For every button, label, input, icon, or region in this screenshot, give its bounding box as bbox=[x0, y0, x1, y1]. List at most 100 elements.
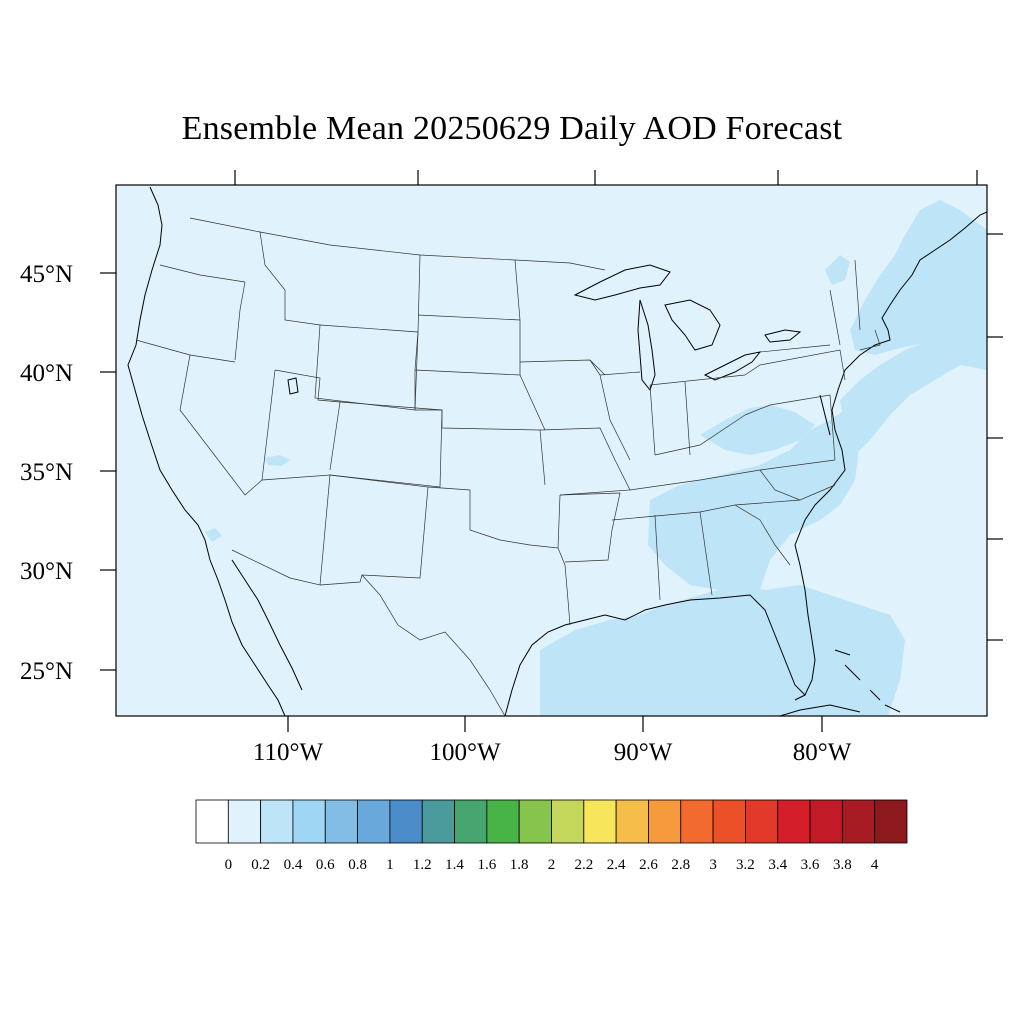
indiana-ohio-border bbox=[649, 374, 746, 456]
colorbar-label-8: 1.6 bbox=[477, 857, 496, 873]
new-mexico-border bbox=[319, 474, 429, 586]
aod-contour-layer bbox=[205, 200, 987, 716]
colorbar-box-4 bbox=[324, 799, 358, 844]
new-england-borders bbox=[829, 259, 881, 351]
montana-dakotas-border bbox=[414, 254, 521, 376]
aod-region-southwest-small bbox=[205, 528, 222, 542]
great-lakes-michigan bbox=[637, 299, 656, 392]
lon-label-100w: 100°W bbox=[429, 739, 500, 766]
lon-label-90w: 90°W bbox=[614, 739, 673, 766]
colorbar-box-0 bbox=[195, 799, 229, 844]
aod-region-great-lakes-east bbox=[825, 255, 850, 285]
colorbar-label-10: 2 bbox=[548, 857, 556, 873]
arkansas-louisiana-border bbox=[559, 492, 621, 563]
longitude-labels: 110°W 100°W 90°W 80°W bbox=[253, 739, 852, 766]
colorbar-box-21 bbox=[874, 799, 908, 844]
latitude-labels: 45°N 40°N 35°N 30°N 25°N bbox=[20, 261, 73, 685]
great-lakes-huron bbox=[664, 299, 721, 351]
pennsylvania-new-york-border bbox=[744, 344, 846, 381]
mississippi-alabama-border bbox=[611, 499, 801, 601]
pacific-coastline bbox=[127, 186, 286, 716]
colorbar-label-3: 0.6 bbox=[316, 857, 335, 873]
colorbar-label-6: 1.2 bbox=[413, 857, 432, 873]
aod-region-gulf bbox=[540, 585, 905, 716]
colorbar-label-18: 3.6 bbox=[801, 857, 820, 873]
colorbar-label-15: 3 bbox=[709, 857, 717, 873]
colorbar-box-13 bbox=[615, 799, 649, 844]
colorbar-box-18 bbox=[777, 799, 811, 844]
atlantic-coastline bbox=[794, 211, 987, 641]
kentucky-tennessee-border bbox=[629, 414, 836, 491]
colorbar-box-14 bbox=[648, 799, 682, 844]
colorbar-box-8 bbox=[454, 799, 488, 844]
colorbar-box-6 bbox=[389, 799, 423, 844]
lon-label-80w: 80°W bbox=[793, 739, 852, 766]
colorbar-box-15 bbox=[680, 799, 714, 844]
aod-region-colorado-plateau bbox=[265, 455, 290, 466]
aod-region-new-england bbox=[850, 200, 987, 355]
colorbar-label-20: 4 bbox=[871, 857, 879, 873]
idaho-montana-border bbox=[259, 231, 321, 326]
great-lakes-erie bbox=[703, 351, 762, 381]
colorbar-box-10 bbox=[518, 799, 552, 844]
georgia-carolinas-border bbox=[734, 469, 836, 566]
missouri-border bbox=[539, 427, 631, 496]
aod-region-appalachian bbox=[700, 405, 815, 455]
lat-label-45: 45°N bbox=[20, 261, 73, 288]
nebraska-kansas-border bbox=[414, 370, 546, 486]
axis-ticks bbox=[100, 170, 1003, 732]
colorbar-label-4: 0.8 bbox=[348, 857, 367, 873]
nevada-border bbox=[179, 354, 276, 496]
colorbar bbox=[195, 799, 908, 844]
colorbar-box-2 bbox=[260, 799, 294, 844]
utah-border bbox=[274, 369, 341, 471]
colorbar-box-19 bbox=[809, 799, 843, 844]
colorado-border bbox=[329, 401, 443, 488]
colorbar-box-5 bbox=[357, 799, 391, 844]
chesapeake-bay bbox=[819, 394, 831, 436]
aod-region-atlantic bbox=[840, 330, 987, 455]
virginia-border bbox=[744, 394, 836, 461]
aod-region-southeast bbox=[648, 410, 860, 590]
wisconsin-illinois-border bbox=[589, 359, 641, 461]
colorbar-label-19: 3.8 bbox=[833, 857, 852, 873]
lat-label-25: 25°N bbox=[20, 658, 73, 685]
colorbar-labels: 0 0.2 0.4 0.6 0.8 1 1.2 1.4 1.6 1.8 2 2.2 2.4 2.6 2.8 3… bbox=[225, 857, 879, 873]
colorbar-box-20 bbox=[841, 799, 876, 844]
colorbar-label-7: 1.4 bbox=[445, 857, 464, 873]
washington-oregon-border bbox=[159, 264, 246, 283]
great-salt-lake bbox=[287, 377, 299, 395]
colorbar-label-5: 1 bbox=[386, 857, 394, 873]
colorbar-label-1: 0.2 bbox=[251, 857, 270, 873]
colorbar-box-12 bbox=[583, 799, 617, 844]
colorbar-label-9: 1.8 bbox=[510, 857, 529, 873]
oregon-idaho-border bbox=[234, 281, 246, 361]
colorbar-box-16 bbox=[712, 799, 746, 844]
north-dakota-south-dakota bbox=[417, 259, 521, 375]
lat-label-30: 30°N bbox=[20, 558, 73, 585]
lat-label-40: 40°N bbox=[20, 360, 73, 387]
colorbar-box-1 bbox=[227, 799, 262, 844]
colorbar-box-7 bbox=[421, 799, 455, 844]
colorbar-label-2: 0.4 bbox=[284, 857, 303, 873]
colorbar-box-11 bbox=[551, 799, 585, 844]
cuba-coast bbox=[779, 704, 861, 716]
colorbar-label-0: 0 bbox=[225, 857, 233, 873]
map-frame bbox=[115, 184, 988, 717]
colorbar-box-3 bbox=[292, 799, 326, 844]
florida-keys bbox=[794, 694, 806, 701]
great-lakes-superior bbox=[573, 264, 671, 301]
colorbar-label-11: 2.2 bbox=[574, 857, 593, 873]
coastline-layer bbox=[127, 186, 987, 716]
bahamas-islands bbox=[834, 649, 901, 713]
texas-outline bbox=[361, 547, 571, 716]
state-boundaries-layer bbox=[135, 217, 881, 716]
lat-label-35: 35°N bbox=[20, 459, 73, 486]
map-title: Ensemble Mean 20250629 Daily AOD Forecas… bbox=[181, 110, 843, 147]
colorbar-box-17 bbox=[745, 799, 779, 844]
colorbar-label-16: 3.2 bbox=[736, 857, 755, 873]
colorbar-label-17: 3.4 bbox=[768, 857, 787, 873]
gulf-coastline bbox=[504, 594, 816, 716]
colorbar-label-12: 2.4 bbox=[607, 857, 626, 873]
